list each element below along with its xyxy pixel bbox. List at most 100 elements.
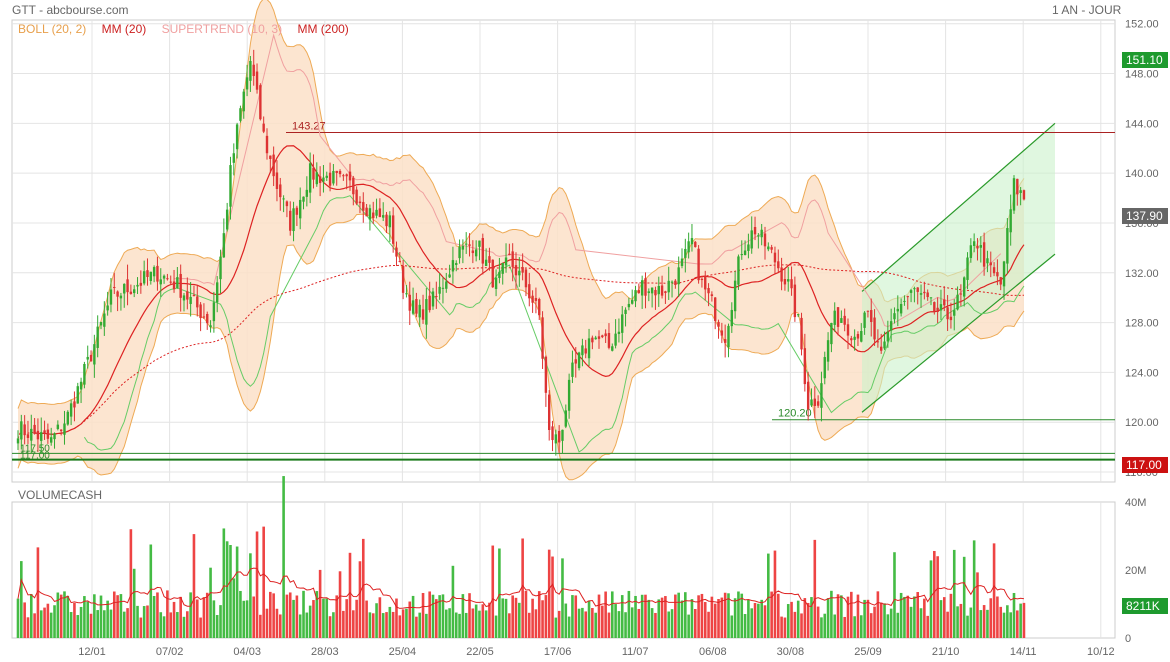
candle-body bbox=[448, 274, 451, 278]
volume-bar bbox=[491, 545, 495, 638]
x-tick-label: 14/11 bbox=[1010, 646, 1037, 658]
volume-tick-label: 40M bbox=[1125, 497, 1146, 509]
volume-bar bbox=[833, 614, 837, 638]
candle-body bbox=[99, 321, 103, 326]
volume-bar bbox=[850, 591, 853, 638]
volume-bar bbox=[265, 608, 269, 638]
volume-bar bbox=[869, 613, 873, 638]
candle-body bbox=[916, 287, 919, 292]
candle-body bbox=[690, 238, 694, 245]
volume-bar bbox=[461, 594, 465, 638]
candle-body bbox=[491, 259, 494, 288]
candle-body bbox=[972, 241, 976, 246]
volume-bar bbox=[338, 571, 342, 638]
volume-bar bbox=[29, 593, 33, 638]
volume-bar bbox=[1016, 610, 1019, 638]
candle-body bbox=[56, 424, 60, 430]
candle-body bbox=[714, 297, 717, 321]
candle-body bbox=[654, 289, 657, 296]
volume-bar bbox=[59, 594, 63, 638]
volume-bar bbox=[737, 591, 740, 638]
candle-body bbox=[494, 277, 498, 290]
volume-bar bbox=[747, 599, 750, 638]
x-tick-label: 07/02 bbox=[156, 646, 184, 658]
period-label[interactable]: 1 AN - JOUR bbox=[1052, 3, 1122, 17]
candle-body bbox=[222, 233, 226, 258]
support-low-label-a: 117.50 bbox=[20, 443, 50, 454]
legend-boll[interactable]: BOLL (20, 2) bbox=[18, 22, 87, 36]
volume-bar bbox=[232, 578, 236, 638]
candle-body bbox=[249, 60, 252, 81]
volume-bar bbox=[790, 601, 793, 638]
volume-bar bbox=[883, 603, 886, 638]
volume-bar bbox=[909, 606, 913, 638]
candle-body bbox=[843, 315, 846, 325]
volume-bar bbox=[976, 572, 979, 638]
candle-body bbox=[162, 275, 166, 279]
volume-bar bbox=[700, 593, 704, 638]
candle-body bbox=[627, 303, 631, 308]
candle-body bbox=[528, 284, 531, 299]
candle-body bbox=[312, 167, 315, 180]
volume-bar bbox=[444, 609, 448, 638]
legend-supertrend[interactable]: SUPERTREND (10, 3) bbox=[161, 22, 283, 36]
volume-bar bbox=[587, 600, 591, 638]
candle-body bbox=[202, 316, 206, 318]
volume-bar bbox=[212, 600, 216, 638]
volume-bar bbox=[952, 549, 956, 638]
volume-bar bbox=[332, 612, 335, 638]
volume-bar bbox=[484, 610, 488, 638]
volume-bar bbox=[866, 599, 870, 638]
candle-body bbox=[554, 434, 558, 444]
volume-bar bbox=[541, 600, 544, 638]
candle-body bbox=[338, 170, 342, 175]
candle-body bbox=[1019, 190, 1022, 193]
candle-body bbox=[800, 317, 803, 350]
volume-bar bbox=[112, 591, 116, 638]
volume-bar bbox=[893, 552, 896, 638]
candle-body bbox=[697, 248, 700, 281]
volume-bar bbox=[717, 599, 720, 638]
candle-body bbox=[76, 386, 79, 404]
candle-body bbox=[730, 309, 733, 327]
volume-bar bbox=[272, 593, 275, 638]
candle-body bbox=[631, 300, 634, 304]
volume-bar bbox=[76, 615, 80, 638]
legend-mm20[interactable]: MM (20) bbox=[101, 22, 147, 36]
volume-bar bbox=[770, 591, 773, 638]
x-tick-label: 06/08 bbox=[699, 646, 727, 658]
candle-body bbox=[504, 257, 508, 266]
volume-bar bbox=[242, 600, 246, 638]
volume-tick-label: 0 bbox=[1125, 633, 1131, 645]
candle-body bbox=[106, 305, 109, 311]
candle-body bbox=[245, 77, 249, 90]
candle-body bbox=[279, 184, 282, 198]
volume-bar bbox=[657, 599, 661, 638]
volume-bar bbox=[674, 594, 677, 638]
volume-bar bbox=[415, 616, 418, 638]
volume-bar bbox=[959, 603, 963, 638]
candle-body bbox=[969, 245, 973, 259]
volume-bar bbox=[693, 609, 697, 638]
candle-body bbox=[355, 189, 358, 204]
volume-bar bbox=[863, 599, 866, 638]
volume-bar bbox=[116, 595, 119, 638]
candle-body bbox=[259, 85, 262, 120]
candle-body bbox=[169, 281, 172, 283]
candle-body bbox=[289, 210, 292, 231]
candle-body bbox=[584, 348, 587, 354]
volume-bar bbox=[295, 595, 299, 638]
trend-channel-upper bbox=[861, 122, 1056, 292]
volume-bar bbox=[345, 599, 348, 638]
candle-body bbox=[587, 338, 591, 359]
legend-mm200[interactable]: MM (200) bbox=[297, 22, 349, 36]
candle-body bbox=[561, 429, 564, 441]
candle-body bbox=[46, 429, 50, 439]
volume-bar bbox=[627, 590, 631, 638]
candle-body bbox=[521, 267, 524, 273]
y-tick-label: 140.00 bbox=[1125, 168, 1159, 180]
volume-bar bbox=[458, 613, 461, 638]
x-tick-label: 12/01 bbox=[78, 646, 106, 658]
candle-body bbox=[850, 338, 853, 341]
candle-body bbox=[647, 291, 650, 294]
